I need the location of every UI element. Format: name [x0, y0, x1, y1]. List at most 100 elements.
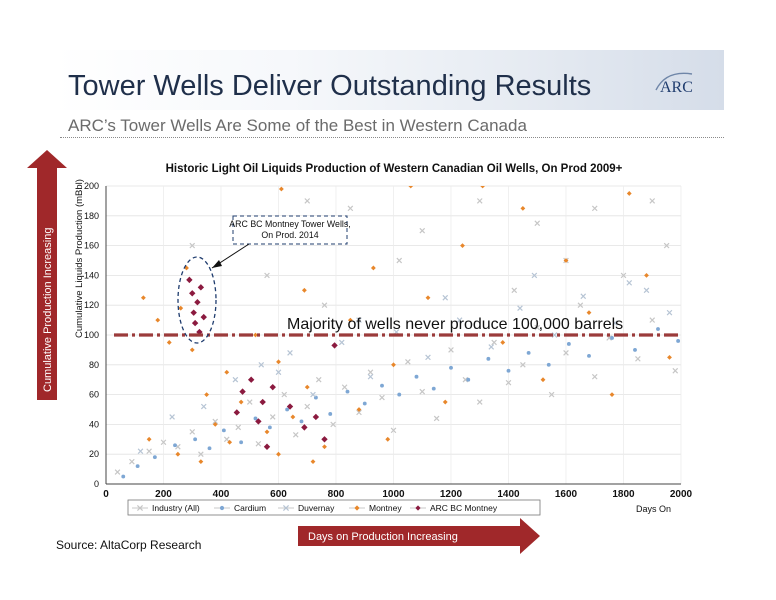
- data-point: [269, 414, 276, 420]
- vertical-arrow-label: Cumulative Production Increasing: [42, 228, 54, 392]
- logo-text: ARC: [660, 79, 693, 96]
- data-point: [221, 428, 226, 433]
- data-point: [534, 220, 541, 227]
- data-point: [259, 398, 266, 406]
- data-point: [367, 369, 374, 376]
- data-point: [396, 257, 403, 264]
- data-point: [626, 280, 633, 286]
- data-point: [356, 317, 362, 323]
- data-point: [666, 309, 673, 316]
- data-point: [397, 392, 402, 397]
- data-point: [491, 339, 497, 346]
- data-point: [121, 474, 126, 479]
- data-point: [275, 369, 282, 376]
- data-point: [281, 391, 288, 398]
- data-point: [200, 313, 207, 321]
- legend-box: [127, 499, 541, 516]
- data-point: [129, 458, 135, 465]
- data-point: [310, 459, 316, 465]
- data-point: [511, 287, 518, 294]
- y-axis-label: Cumulative Liquids Production (mBbl): [74, 179, 85, 338]
- data-point: [643, 287, 650, 294]
- data-point: [546, 362, 551, 367]
- data-point: [312, 413, 320, 421]
- subtitle-divider: [60, 137, 724, 138]
- data-point: [591, 373, 598, 380]
- data-point: [114, 469, 121, 475]
- y-tick-label: 160: [84, 241, 99, 251]
- data-point: [235, 424, 242, 431]
- data-point: [169, 414, 175, 420]
- data-point: [232, 376, 239, 383]
- legend-marker: [282, 504, 290, 512]
- annotation-text-line1: ARC BC Montney Tower Wells,: [229, 219, 350, 229]
- data-point: [370, 265, 376, 271]
- data-point: [207, 446, 212, 451]
- data-point: [227, 439, 233, 445]
- data-point: [189, 347, 195, 353]
- legend-marker: [136, 504, 144, 512]
- data-point: [238, 399, 244, 405]
- slide-title: Tower Wells Deliver Outstanding Results: [68, 70, 592, 102]
- data-point: [173, 443, 177, 448]
- data-point: [175, 451, 181, 457]
- data-point: [338, 339, 345, 346]
- data-point: [644, 273, 649, 278]
- data-point: [610, 336, 614, 340]
- data-point: [189, 429, 196, 435]
- data-point: [304, 403, 311, 410]
- x-tick-label: 200: [155, 489, 172, 500]
- data-point: [200, 403, 207, 410]
- data-point: [476, 399, 483, 405]
- data-point: [563, 258, 569, 263]
- data-point: [480, 186, 486, 189]
- data-point: [620, 272, 627, 279]
- source-note: Source: AltaCorp Research: [56, 538, 202, 552]
- y-tick-label: 120: [84, 300, 99, 310]
- data-point: [155, 317, 161, 323]
- data-point: [672, 367, 679, 374]
- x-tick-label: 1400: [497, 489, 520, 500]
- legend-label: Industry (All): [152, 503, 200, 513]
- data-point: [442, 399, 448, 405]
- data-point: [253, 332, 258, 338]
- data-point: [425, 354, 431, 361]
- data-point: [612, 320, 618, 326]
- data-point: [264, 429, 270, 435]
- data-point: [322, 444, 327, 450]
- data-point: [255, 440, 262, 447]
- y-tick-label: 180: [84, 211, 99, 221]
- data-point: [419, 388, 426, 395]
- x-axis-label: Days On: [636, 504, 671, 514]
- data-point: [135, 464, 140, 469]
- data-point: [301, 287, 307, 293]
- data-point: [193, 437, 198, 442]
- data-point: [198, 451, 204, 458]
- y-tick-label: 80: [89, 360, 99, 370]
- data-point: [196, 328, 203, 336]
- y-tick-labels: 0 20 40 60 80 100 120 140 160 180 200: [84, 181, 99, 489]
- data-point: [580, 293, 587, 300]
- x-tick-label: 1600: [555, 489, 578, 500]
- data-point: [255, 418, 262, 425]
- y-tick-label: 60: [89, 390, 99, 400]
- data-point: [321, 436, 328, 443]
- data-point: [506, 368, 511, 373]
- data-point: [577, 302, 584, 309]
- data-point: [531, 272, 538, 279]
- data-point: [488, 344, 495, 350]
- title-banner: [54, 50, 724, 110]
- data-point: [341, 384, 348, 390]
- y-tick-label: 40: [89, 419, 99, 429]
- data-point: [356, 407, 362, 412]
- data-point: [663, 242, 670, 249]
- legend-label: Cardium: [234, 503, 266, 513]
- data-point: [189, 242, 196, 249]
- data-point: [197, 284, 205, 291]
- legend-label: Duvernay: [298, 503, 335, 513]
- data-point: [476, 198, 483, 204]
- data-point: [520, 205, 526, 211]
- data-point: [362, 401, 367, 406]
- data-point: [160, 439, 167, 446]
- data-point: [347, 317, 353, 323]
